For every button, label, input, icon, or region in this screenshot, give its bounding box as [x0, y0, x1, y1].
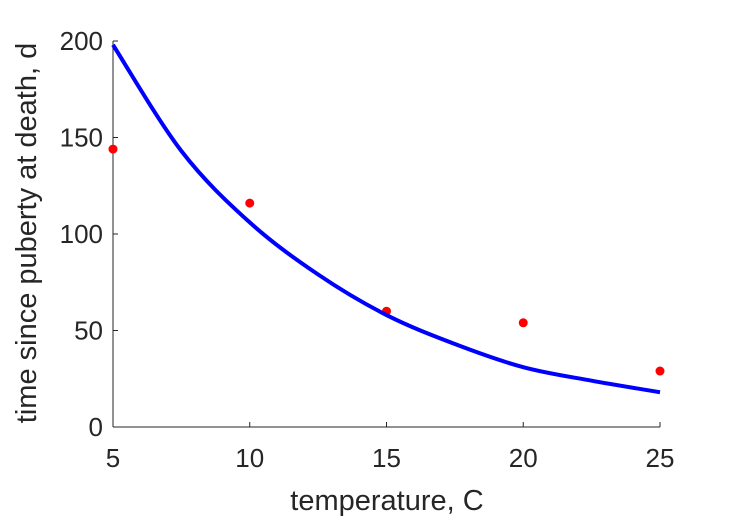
x-tick-label: 15 — [372, 443, 401, 473]
x-tick-label: 20 — [509, 443, 538, 473]
tick-labels: 5 10 15 20 25 0 50 100 150 200 — [60, 26, 675, 473]
plot-area — [108, 43, 665, 395]
x-axis-label: temperature, C — [290, 485, 483, 517]
y-tick-label: 100 — [60, 219, 103, 249]
y-tick-label: 50 — [74, 316, 103, 346]
x-tick-label: 5 — [106, 443, 120, 473]
axes — [112, 40, 661, 428]
y-tick-label: 0 — [89, 412, 103, 442]
data-point — [518, 318, 528, 328]
data-point — [655, 366, 665, 376]
y-tick-label: 150 — [60, 123, 103, 153]
x-tick-label: 25 — [646, 443, 675, 473]
y-tick-label: 200 — [60, 26, 103, 56]
fit-curve-line — [111, 43, 661, 395]
data-point — [108, 144, 118, 154]
x-tick-label: 10 — [235, 443, 264, 473]
data-point — [245, 198, 255, 208]
y-axis-label: time since puberty at death, d — [11, 43, 43, 423]
